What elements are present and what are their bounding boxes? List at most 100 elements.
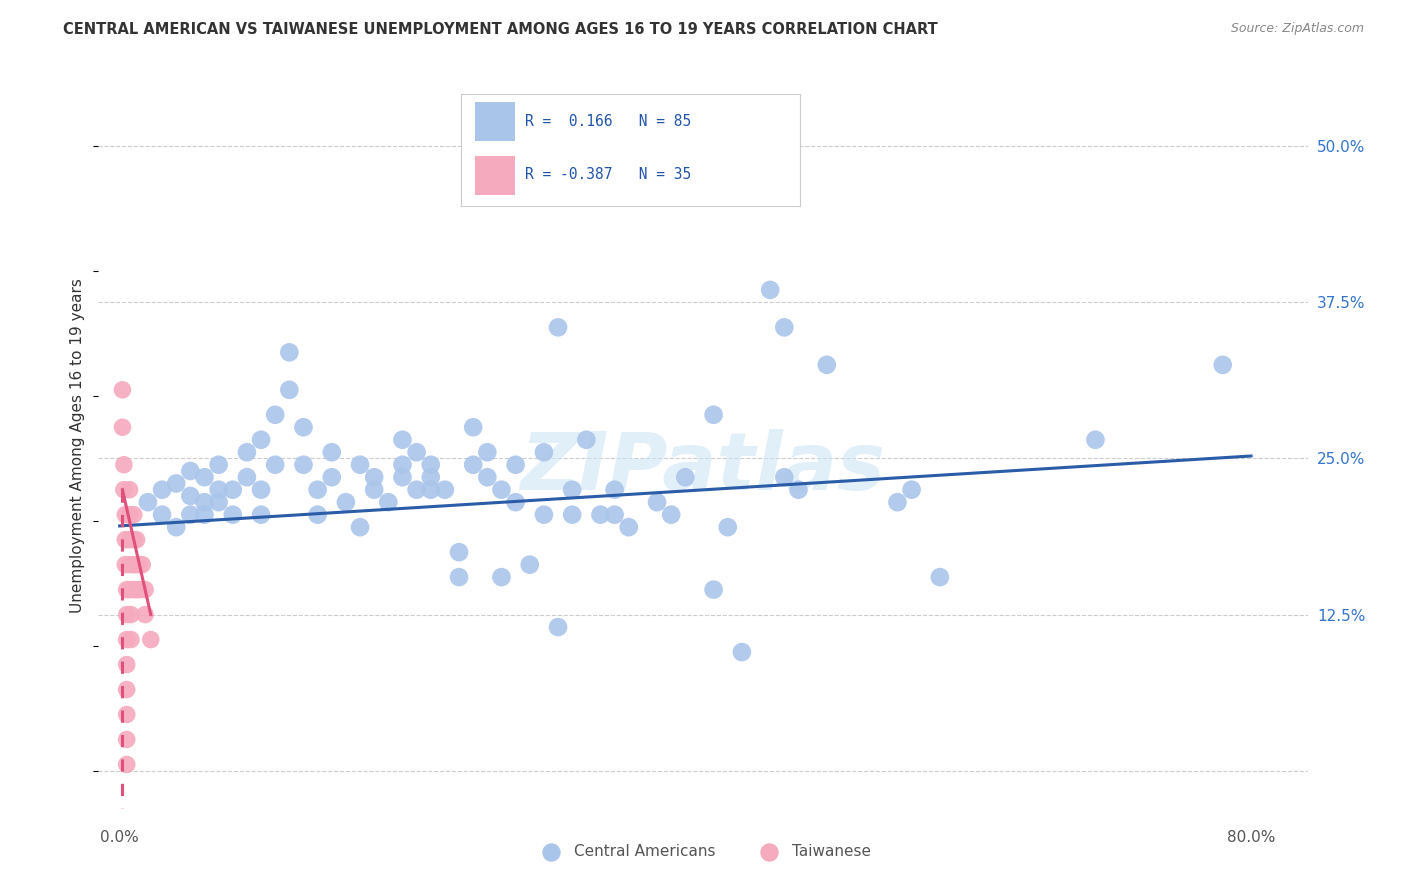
Point (236, 445, 259, 459)
Point (250, 483, 273, 497)
Point (118, 558, 141, 572)
Point (111, 383, 134, 397)
Point (533, 508, 555, 522)
Point (589, 508, 612, 522)
Point (120, 607, 142, 622)
Point (447, 545, 470, 559)
Point (321, 445, 343, 459)
Point (136, 495, 159, 509)
Point (122, 582, 145, 597)
Point (405, 445, 427, 459)
Point (307, 483, 329, 497)
Point (128, 582, 150, 597)
Point (115, 657, 138, 672)
Point (115, 707, 138, 722)
Point (114, 508, 136, 522)
Point (447, 570, 470, 584)
Point (122, 508, 145, 522)
Point (419, 483, 441, 497)
Point (405, 483, 427, 497)
Point (773, 470, 796, 484)
Point (111, 420, 134, 434)
Point (131, 558, 153, 572)
Point (349, 520, 371, 534)
Point (645, 495, 668, 509)
Point (717, 520, 740, 534)
Point (193, 470, 215, 484)
Point (419, 458, 441, 472)
Point (278, 383, 301, 397)
Point (134, 582, 156, 597)
Point (207, 458, 229, 472)
Point (463, 420, 485, 434)
Point (547, 620, 569, 634)
Point (561, 483, 583, 497)
Point (128, 558, 150, 572)
Point (250, 433, 273, 447)
Point (207, 483, 229, 497)
Point (165, 476, 187, 491)
Point (125, 582, 148, 597)
Point (150, 508, 173, 522)
Point (575, 433, 598, 447)
Point (659, 508, 682, 522)
Point (391, 433, 413, 447)
Point (377, 495, 399, 509)
Point (115, 607, 138, 622)
Text: ZIPatlas: ZIPatlas (520, 429, 886, 508)
Point (165, 520, 187, 534)
Point (118, 483, 141, 497)
Point (264, 408, 287, 422)
Point (179, 508, 201, 522)
Point (491, 483, 513, 497)
Point (264, 458, 287, 472)
Point (122, 558, 145, 572)
Point (307, 508, 329, 522)
Point (114, 533, 136, 547)
Text: Source: ZipAtlas.com: Source: ZipAtlas.com (1230, 22, 1364, 36)
Point (207, 495, 229, 509)
Point (787, 483, 810, 497)
Point (603, 483, 626, 497)
Point (118, 533, 141, 547)
Point (433, 483, 456, 497)
Point (139, 632, 162, 647)
Point (150, 483, 173, 497)
Point (519, 558, 541, 572)
Point (335, 495, 357, 509)
Legend: Central Americans, Taiwanese: Central Americans, Taiwanese (529, 838, 877, 865)
Point (321, 470, 343, 484)
Point (603, 508, 626, 522)
Point (703, 582, 725, 597)
Point (115, 757, 138, 772)
Point (112, 483, 135, 497)
Point (115, 582, 138, 597)
Point (193, 508, 215, 522)
Point (115, 732, 138, 747)
Point (236, 470, 259, 484)
Point (118, 508, 141, 522)
Point (561, 508, 583, 522)
Point (349, 458, 371, 472)
Point (125, 558, 148, 572)
Point (278, 345, 301, 359)
Point (250, 508, 273, 522)
Point (118, 582, 141, 597)
Point (292, 458, 315, 472)
Point (122, 533, 145, 547)
Point (363, 483, 385, 497)
Point (193, 495, 215, 509)
Point (222, 508, 245, 522)
Point (115, 632, 138, 647)
Point (505, 495, 527, 509)
Point (112, 458, 135, 472)
Point (115, 682, 138, 697)
Point (773, 320, 796, 334)
Point (491, 570, 513, 584)
Point (759, 283, 782, 297)
Point (363, 470, 385, 484)
Y-axis label: Unemployment Among Ages 16 to 19 years: Unemployment Among Ages 16 to 19 years (70, 278, 86, 614)
Point (179, 489, 201, 503)
Point (886, 495, 908, 509)
Point (673, 470, 696, 484)
